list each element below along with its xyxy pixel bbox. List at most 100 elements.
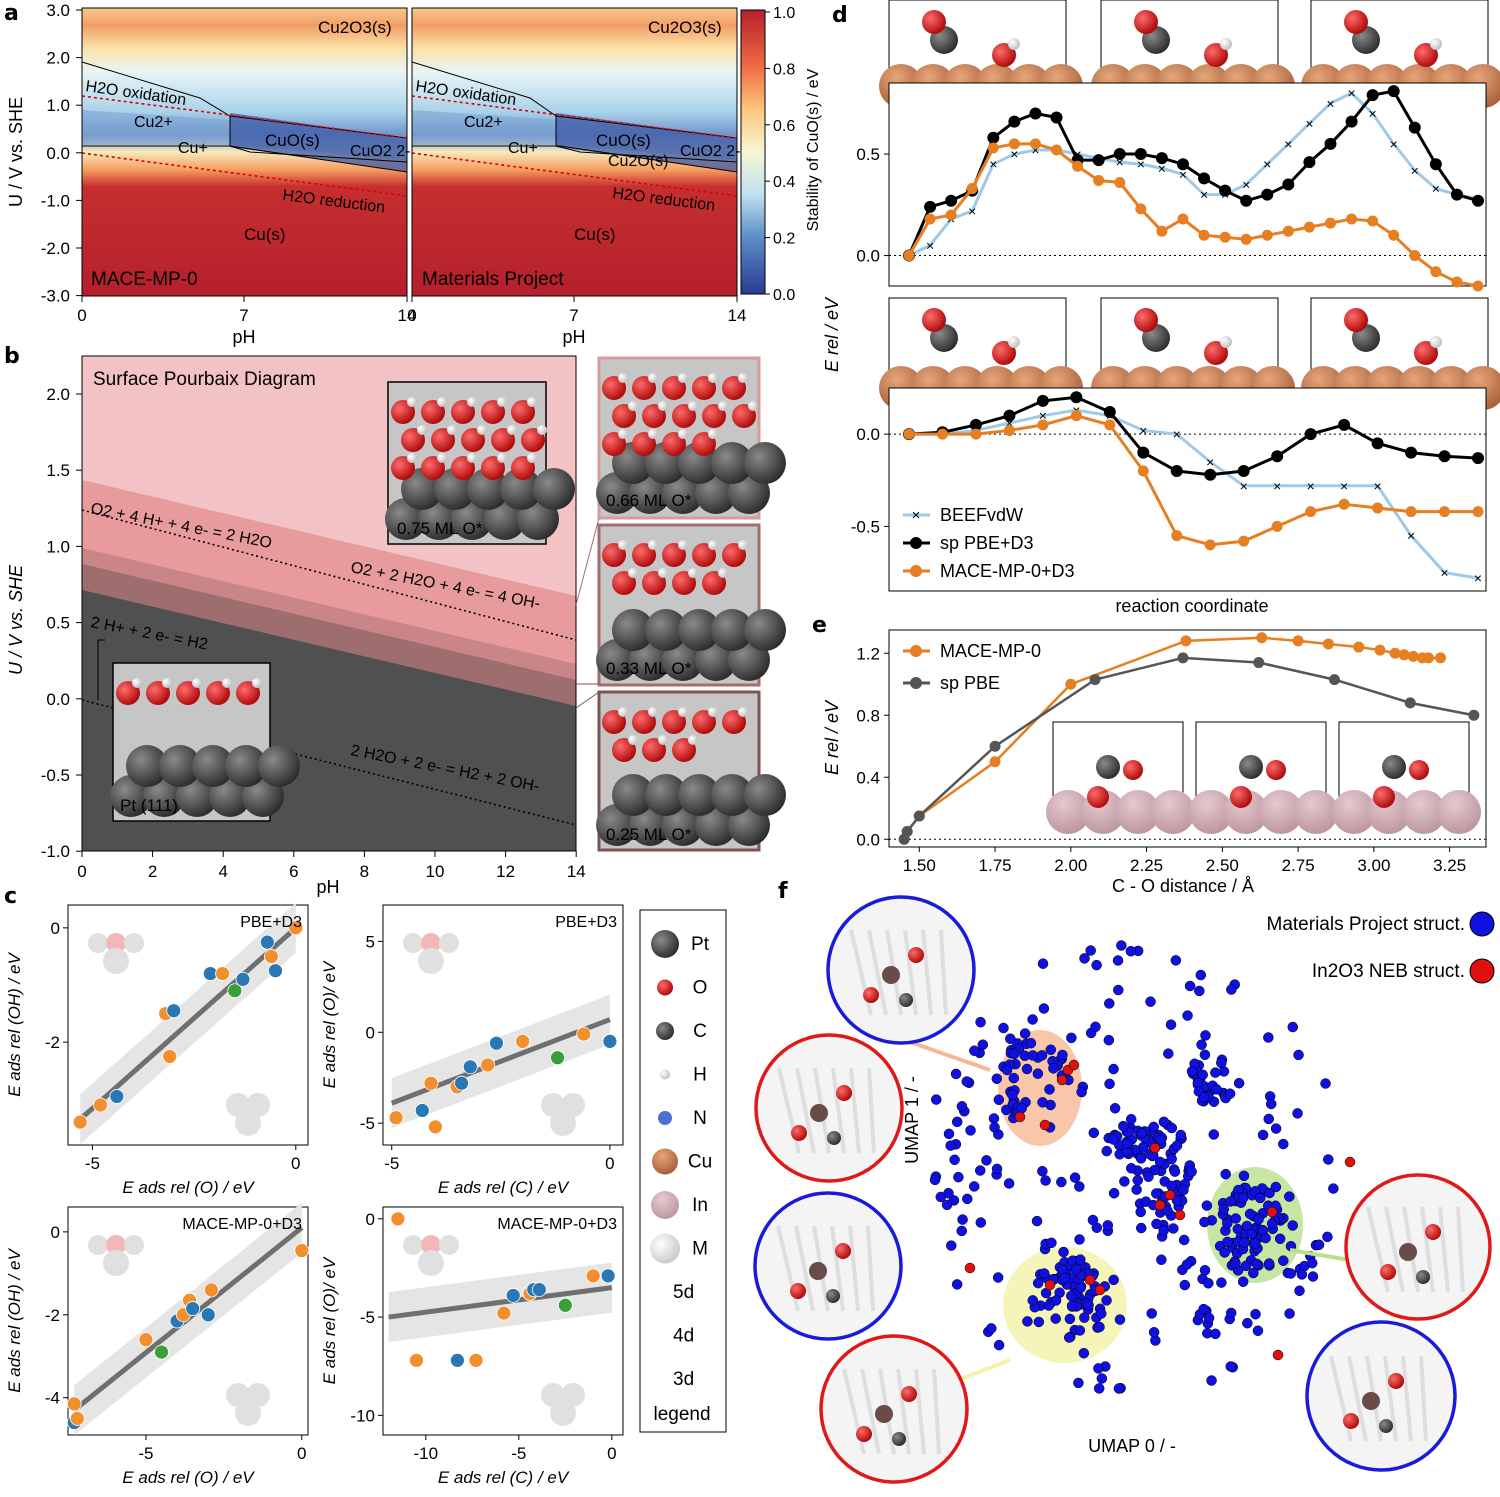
umap-point (1108, 1274, 1119, 1286)
data-point (1366, 89, 1379, 102)
tick-label: 2 (148, 862, 157, 881)
data-point (1422, 652, 1434, 664)
atom-in (1189, 790, 1233, 834)
atom-h (628, 568, 638, 578)
atom-h (437, 397, 447, 407)
data-point (1065, 678, 1077, 690)
umap-point (1270, 1123, 1282, 1134)
atom-pt (533, 468, 575, 510)
scatter-plot-0: PBE+D3 -5 0 0 -2 E ads rel (O) / eV E ads rel … (5, 902, 309, 1197)
data-point (1304, 428, 1317, 441)
data-point (227, 983, 243, 999)
atom-h (527, 397, 537, 407)
tick-label: 0.0 (856, 247, 880, 266)
atom-h (678, 373, 688, 383)
umap-point (1296, 1269, 1308, 1280)
atom-o (1266, 760, 1286, 780)
bond-line (830, 1225, 845, 1312)
data-point (1134, 148, 1147, 161)
legend-label: Pt (691, 934, 710, 955)
region-label: CuO2 2- (350, 143, 410, 160)
umap-point (1136, 1222, 1147, 1234)
data-point (1177, 652, 1189, 664)
umap-point (1287, 1220, 1298, 1231)
umap-point (989, 1122, 1000, 1133)
umap-point (1284, 1191, 1295, 1202)
umap-point (1222, 1218, 1233, 1229)
colorbar-ticks: 1.0 0.8 0.6 0.4 0.2 0.0 (765, 5, 795, 304)
adsorbate-icon (439, 933, 459, 953)
data-point (1408, 121, 1421, 134)
tick-label: 3.25 (1433, 856, 1466, 875)
bond-line (896, 1368, 911, 1455)
umap-point (1182, 1010, 1193, 1021)
umap-point (1294, 1285, 1305, 1297)
umap-point (941, 1199, 953, 1211)
umap-point (964, 1262, 976, 1274)
atom-pt (744, 774, 786, 816)
region-label: CuO(s) (596, 131, 651, 150)
legend-marker: × (912, 507, 921, 524)
atom-h (648, 540, 658, 550)
umap-point (1233, 1077, 1245, 1089)
tick-label: -10 (350, 1406, 375, 1425)
umap-point (1196, 1039, 1207, 1050)
data-point (970, 428, 982, 440)
marker-x: × (1005, 415, 1013, 431)
data-point (1429, 158, 1442, 171)
umap-point (962, 1193, 973, 1205)
bond-line (831, 1067, 846, 1154)
umap-point (953, 1171, 964, 1183)
data-point (1372, 502, 1384, 514)
legend-label: C (693, 1021, 707, 1042)
d-legend: × BEEFvdW sp PBE+D3 MACE-MP-0+D3 (903, 505, 1075, 581)
atom-h (1008, 336, 1020, 348)
tick-label: 0 (297, 1444, 306, 1463)
data-point (109, 1089, 125, 1104)
data-point (185, 1301, 201, 1316)
umap-point (1278, 1138, 1289, 1150)
data-point (1204, 539, 1216, 551)
panel-b: b Surface Pourbaix Diagram O2 + 4 H+ + 4… (4, 344, 786, 897)
atom-in (875, 1405, 893, 1423)
data-point (505, 1288, 521, 1303)
umap-point (1057, 1049, 1068, 1061)
atom-h (1220, 38, 1232, 50)
legend-marker (910, 645, 922, 657)
atom-h (628, 401, 638, 411)
atom-h (688, 735, 698, 745)
atom-in (1259, 790, 1303, 834)
panel-letter-a: a (4, 1, 19, 26)
legend-label: BEEFvdW (940, 505, 1023, 525)
marker-x: × (1240, 478, 1248, 494)
umap-point (1104, 1078, 1115, 1090)
data-point (462, 1059, 478, 1075)
atom-h (132, 678, 142, 688)
umap-point (1248, 1267, 1259, 1279)
umap-point (1241, 1220, 1253, 1232)
umap-point (1222, 1236, 1233, 1248)
umap-point (1149, 1142, 1161, 1154)
tick-label: 4 (218, 862, 227, 881)
atom-h (192, 678, 202, 688)
umap-point (1194, 985, 1205, 997)
inset-label: 0.33 ML O* (606, 659, 692, 678)
inset-pt111: Pt (111) (110, 662, 300, 822)
data-point (166, 1003, 182, 1019)
atom-c (892, 1432, 906, 1446)
umap-point (1146, 1308, 1157, 1319)
marker-x: × (1474, 570, 1482, 586)
umap-point (1199, 1265, 1211, 1276)
inset-label: 0.25 ML O* (606, 825, 692, 844)
data-point (1405, 446, 1418, 459)
panel-e-xlabel: C - O distance / Å (1112, 876, 1254, 896)
snapshot-frame (1344, 1173, 1492, 1321)
panel-b-xticks: 0 2 4 6 8 10 12 14 (77, 851, 586, 881)
umap-point (1220, 1168, 1231, 1180)
umap-point (1101, 1145, 1112, 1157)
umap-point (1313, 1239, 1325, 1251)
umap-point (950, 1068, 962, 1080)
atom-h (718, 568, 728, 578)
region-label: Cu(s) (244, 225, 286, 244)
data-point (1409, 250, 1421, 262)
